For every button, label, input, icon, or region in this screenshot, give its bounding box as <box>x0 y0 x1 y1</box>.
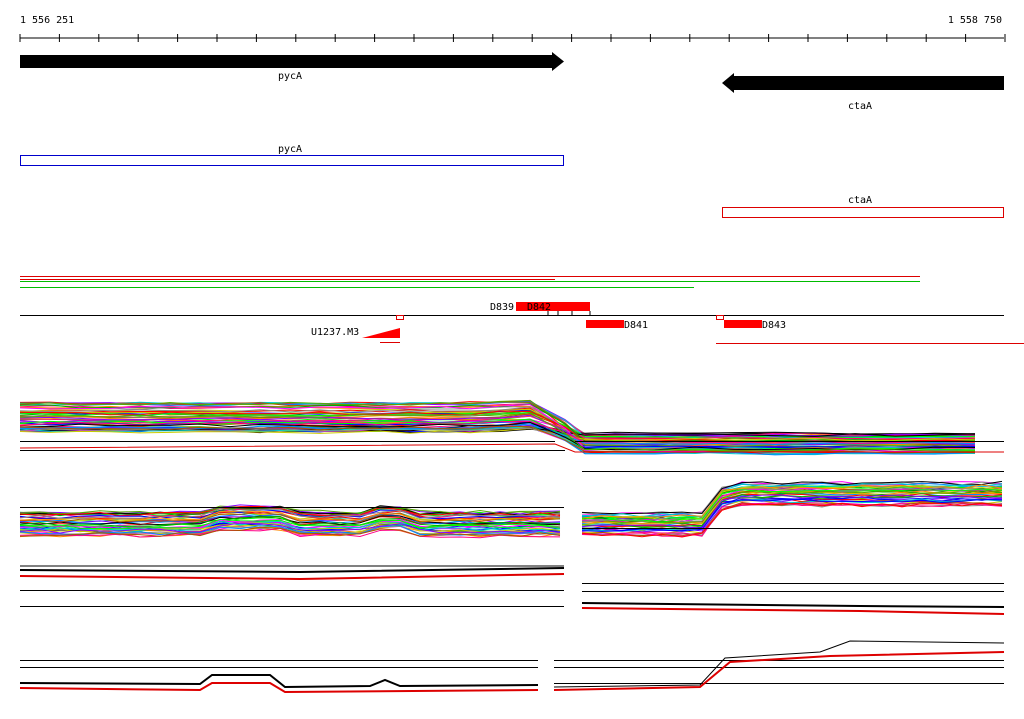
trace <box>19 443 1004 453</box>
trace <box>19 573 565 581</box>
trace <box>19 518 561 530</box>
trace <box>581 494 1003 529</box>
annotation-label: ctaA <box>848 195 872 206</box>
trace <box>19 526 561 537</box>
annotation-box[interactable] <box>722 207 1004 218</box>
trace <box>19 403 976 444</box>
trace <box>19 527 561 539</box>
trace <box>581 494 1003 529</box>
trace <box>19 421 976 451</box>
trace <box>581 607 1005 615</box>
trace <box>581 482 1003 518</box>
gene-arrow[interactable] <box>20 52 564 71</box>
trace <box>19 427 976 437</box>
trace <box>19 567 565 574</box>
feature-marker <box>716 315 724 320</box>
feature-marker <box>396 315 404 320</box>
gene-label: pycA <box>278 71 302 82</box>
trace <box>19 420 976 444</box>
annotation-box[interactable] <box>20 155 564 166</box>
feature[interactable] <box>724 320 762 328</box>
ruler-ticks <box>19 34 1006 42</box>
trace <box>581 498 1003 532</box>
trace <box>19 511 561 523</box>
trace <box>19 510 561 522</box>
trace <box>19 505 561 517</box>
feature[interactable] <box>586 320 624 328</box>
trace <box>19 506 561 515</box>
trace <box>19 518 561 530</box>
feature-ticks <box>547 311 591 315</box>
trace <box>19 427 976 442</box>
trace <box>19 425 976 454</box>
trace <box>553 640 1005 688</box>
trace <box>19 520 561 532</box>
expression-traces <box>19 399 1005 694</box>
gene-label: ctaA <box>848 101 872 112</box>
trace <box>19 507 561 519</box>
trace <box>19 520 561 530</box>
feature[interactable] <box>362 328 400 338</box>
feature-label: D841 <box>624 320 648 331</box>
trace <box>19 682 539 694</box>
trace <box>581 484 1003 519</box>
trace <box>19 674 539 689</box>
ruler-start: 1 556 251 <box>20 15 74 26</box>
ruler-end: 1 558 750 <box>948 15 1002 26</box>
trace <box>581 493 1003 527</box>
feature-label: U1237.M3 <box>311 327 359 338</box>
trace <box>581 489 1003 524</box>
feature-label: D839 <box>490 302 514 313</box>
trace <box>581 602 1005 608</box>
annotation-label: pycA <box>278 144 302 155</box>
trace <box>581 502 1003 538</box>
trace <box>19 516 561 527</box>
trace <box>19 400 976 447</box>
trace <box>581 488 1003 523</box>
trace <box>581 487 1003 523</box>
trace <box>19 522 561 534</box>
feature-label: D843 <box>762 320 786 331</box>
trace <box>553 651 1005 691</box>
trace <box>581 480 1003 515</box>
trace <box>19 510 561 521</box>
feature-label: D842 <box>527 302 551 313</box>
gene-arrow[interactable] <box>722 73 1004 93</box>
feature[interactable] <box>516 302 590 311</box>
trace <box>19 423 976 456</box>
trace <box>19 412 976 452</box>
